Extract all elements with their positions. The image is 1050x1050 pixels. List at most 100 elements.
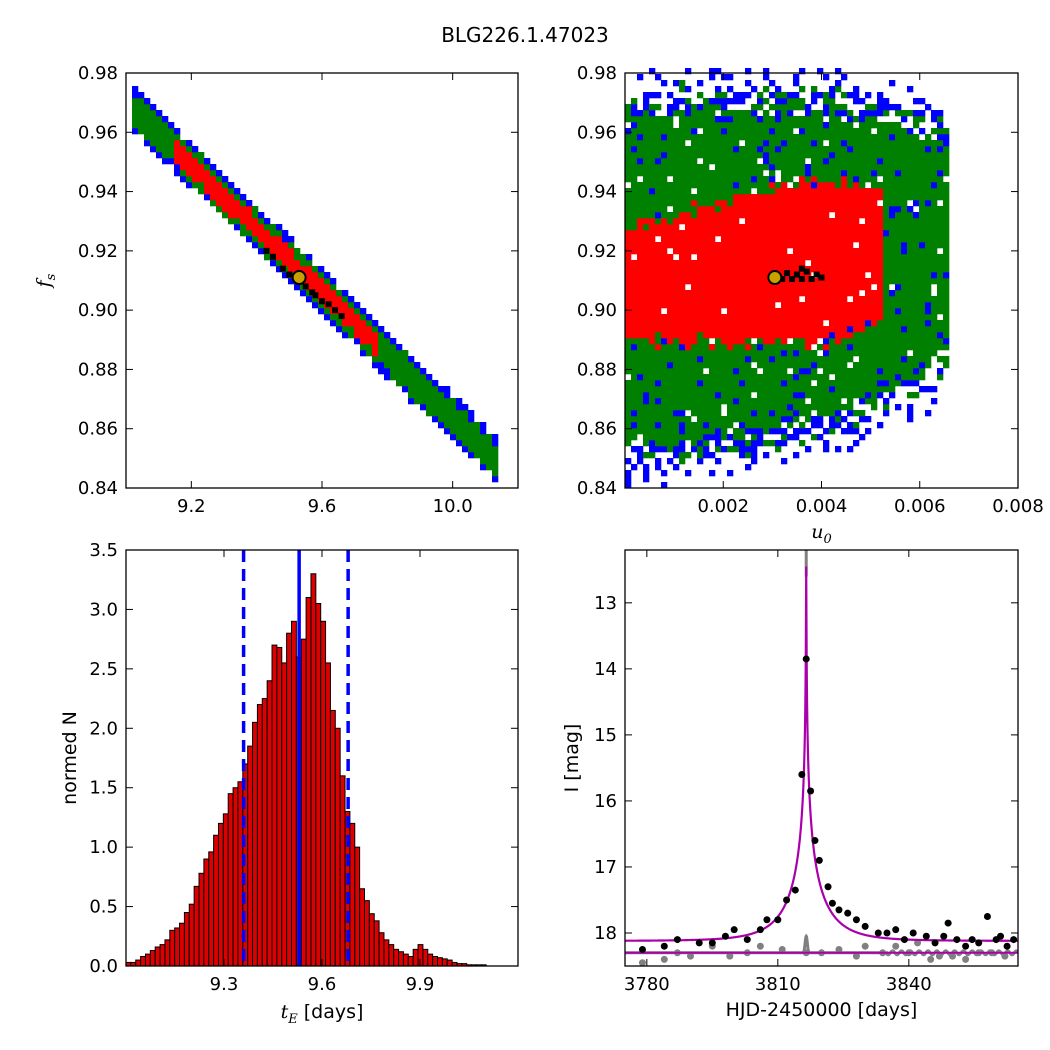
density-cell — [186, 164, 193, 171]
density-cell — [853, 302, 860, 309]
density-cell — [745, 188, 752, 195]
density-cell — [655, 182, 662, 189]
density-cell — [727, 398, 734, 405]
density-cell — [216, 182, 223, 189]
density-cell — [799, 140, 806, 147]
density-cell — [222, 200, 229, 207]
density-cell — [919, 200, 926, 207]
density-cell — [625, 380, 632, 387]
density-cell — [811, 266, 818, 273]
density-cell — [631, 422, 638, 429]
density-cell — [685, 110, 692, 117]
density-cell — [715, 242, 722, 249]
density-cell — [883, 260, 890, 267]
density-cell — [703, 266, 710, 273]
density-cell — [805, 134, 812, 141]
density-cell — [703, 206, 710, 213]
density-cell — [727, 86, 734, 93]
density-cell — [655, 458, 662, 465]
density-cell — [799, 368, 806, 375]
density-cell — [799, 152, 806, 159]
density-cell — [751, 242, 758, 249]
density-cell — [847, 224, 854, 231]
density-cell — [889, 158, 896, 165]
density-cell — [835, 110, 842, 117]
density-cell — [721, 314, 728, 321]
density-cell — [492, 476, 499, 483]
density-cell — [769, 134, 776, 141]
density-cell — [811, 236, 818, 243]
density-cell — [931, 200, 938, 207]
density-cell — [703, 212, 710, 219]
density-cell — [655, 398, 662, 405]
histogram-bar — [290, 620, 297, 967]
density-cell — [655, 356, 662, 363]
density-cell — [889, 140, 896, 147]
density-cell — [649, 272, 656, 279]
density-cell — [889, 248, 896, 255]
density-cell — [210, 164, 217, 171]
density-cell — [919, 272, 926, 279]
density-cell — [739, 440, 746, 447]
density-cell — [625, 434, 632, 441]
density-cell — [925, 140, 932, 147]
density-cell — [907, 182, 914, 189]
density-cell — [372, 320, 379, 327]
density-cell — [919, 164, 926, 171]
density-cell — [757, 224, 764, 231]
density-cell — [919, 260, 926, 267]
density-cell — [805, 164, 812, 171]
density-cell — [835, 224, 842, 231]
histogram-bar — [222, 813, 229, 967]
density-cell — [751, 110, 758, 117]
density-cell — [685, 176, 692, 183]
density-cell — [751, 86, 758, 93]
density-cell — [799, 374, 806, 381]
density-cell — [643, 236, 650, 243]
sample-point — [818, 274, 825, 281]
density-cell — [799, 182, 806, 189]
density-cell — [234, 224, 241, 231]
density-cell — [799, 314, 806, 321]
density-cell — [853, 374, 860, 381]
density-cell — [841, 368, 848, 375]
density-cell — [637, 338, 644, 345]
density-cell — [685, 218, 692, 225]
density-cell — [216, 194, 223, 201]
density-cell — [733, 434, 740, 441]
density-cell — [823, 404, 830, 411]
residual-point — [638, 959, 646, 966]
density-cell — [877, 278, 884, 285]
density-cell — [907, 86, 914, 93]
density-cell — [781, 200, 788, 207]
density-cell — [384, 362, 391, 369]
density-cell — [811, 134, 818, 141]
density-cell — [805, 278, 812, 285]
density-cell — [432, 398, 439, 405]
density-cell — [877, 350, 884, 357]
density-cell — [925, 290, 932, 297]
density-cell — [769, 206, 776, 213]
density-cell — [715, 446, 722, 453]
density-cell — [721, 98, 728, 105]
density-cell — [847, 194, 854, 201]
y-tick-label: 0.88 — [577, 359, 617, 380]
density-cell — [637, 290, 644, 297]
density-cell — [306, 278, 313, 285]
density-cell — [751, 368, 758, 375]
density-cell — [745, 194, 752, 201]
density-cell — [631, 158, 638, 165]
histogram-bar — [217, 822, 224, 967]
density-cell — [871, 302, 878, 309]
density-cell — [865, 242, 872, 249]
density-cell — [913, 362, 920, 369]
density-cell — [673, 224, 680, 231]
density-cell — [420, 398, 427, 405]
density-cell — [691, 392, 698, 399]
density-cell — [877, 284, 884, 291]
density-cell — [625, 416, 632, 423]
density-cell — [913, 296, 920, 303]
density-cell — [829, 272, 836, 279]
density-cell — [691, 146, 698, 153]
density-cell — [913, 230, 920, 237]
